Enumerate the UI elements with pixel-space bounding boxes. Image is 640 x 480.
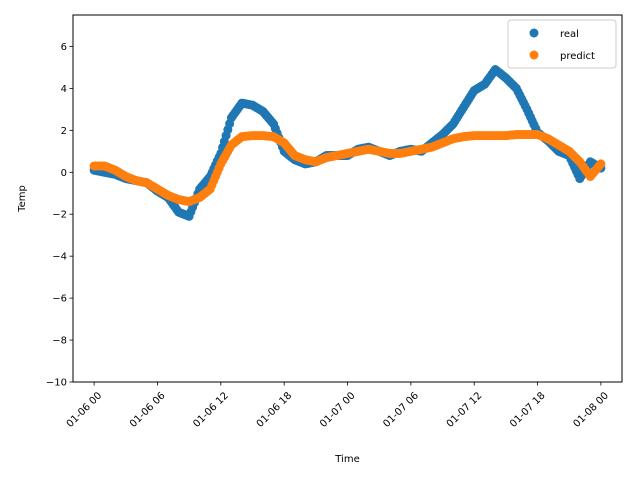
y-tick-label: −8 <box>52 336 67 347</box>
x-axis-label: Time <box>334 454 359 465</box>
y-axis-label: Temp <box>17 185 28 213</box>
y-tick-label: 4 <box>61 84 67 95</box>
legend-marker-real <box>529 28 539 38</box>
x-tick-label: 01-06 12 <box>191 390 231 430</box>
legend-marker-predict <box>529 50 539 60</box>
x-tick-label: 01-07 00 <box>318 390 358 430</box>
legend: real predict <box>507 19 617 69</box>
y-tick-label: −6 <box>52 294 67 305</box>
y-tick-label: 6 <box>61 42 67 53</box>
data-points <box>89 65 606 221</box>
plot-frame <box>72 14 623 383</box>
x-tick-label: 01-07 12 <box>445 390 485 430</box>
data-point-predict <box>596 159 606 169</box>
y-tick-label: −10 <box>46 378 67 389</box>
x-tick-label: 01-08 00 <box>571 390 611 430</box>
y-tick-label: −2 <box>52 210 67 221</box>
x-tick-label: 01-06 00 <box>65 390 105 430</box>
x-tick-label: 01-06 06 <box>128 390 168 430</box>
y-tick-label: 2 <box>61 126 67 137</box>
y-tick-label: −4 <box>52 252 67 263</box>
x-tick-label: 01-07 18 <box>508 390 548 430</box>
legend-label-real: real <box>560 29 579 40</box>
y-tick-label: 0 <box>61 168 67 179</box>
x-tick-label: 01-06 18 <box>255 390 295 430</box>
x-tick-label: 01-07 06 <box>381 390 421 430</box>
legend-label-predict: predict <box>560 51 595 62</box>
